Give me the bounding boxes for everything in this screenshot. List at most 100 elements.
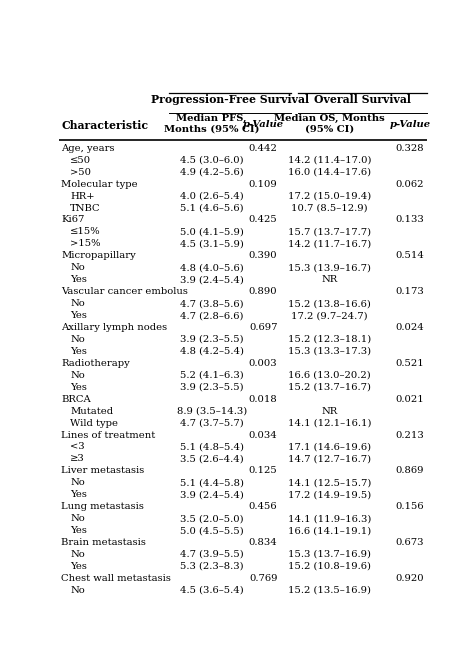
Text: ≥3: ≥3 xyxy=(70,454,85,464)
Text: 14.2 (11.4–17.0): 14.2 (11.4–17.0) xyxy=(288,155,371,165)
Text: 0.514: 0.514 xyxy=(396,251,425,261)
Text: 0.034: 0.034 xyxy=(249,431,277,440)
Text: Lines of treatment: Lines of treatment xyxy=(61,431,155,440)
Text: 5.3 (2.3–8.3): 5.3 (2.3–8.3) xyxy=(180,562,244,571)
Text: 17.2 (9.7–24.7): 17.2 (9.7–24.7) xyxy=(291,311,367,320)
Text: 0.456: 0.456 xyxy=(249,502,277,511)
Text: Characteristic: Characteristic xyxy=(61,121,148,131)
Text: No: No xyxy=(70,478,85,487)
Text: Age, years: Age, years xyxy=(61,144,115,153)
Text: 0.425: 0.425 xyxy=(249,216,277,224)
Text: 4.9 (4.2–5.6): 4.9 (4.2–5.6) xyxy=(180,168,244,177)
Text: <3: <3 xyxy=(70,442,85,452)
Text: 16.6 (14.1–19.1): 16.6 (14.1–19.1) xyxy=(288,526,371,535)
Text: Yes: Yes xyxy=(70,347,87,356)
Text: 14.2 (11.7–16.7): 14.2 (11.7–16.7) xyxy=(288,239,371,249)
Text: 17.1 (14.6–19.6): 17.1 (14.6–19.6) xyxy=(288,442,371,452)
Text: 3.9 (2.4–5.4): 3.9 (2.4–5.4) xyxy=(180,275,244,284)
Text: 0.869: 0.869 xyxy=(396,466,424,475)
Text: 17.2 (14.9–19.5): 17.2 (14.9–19.5) xyxy=(288,490,371,499)
Text: Radiotherapy: Radiotherapy xyxy=(61,359,130,368)
Text: >15%: >15% xyxy=(70,239,101,249)
Text: 4.7 (3.8–5.6): 4.7 (3.8–5.6) xyxy=(180,299,244,308)
Text: 4.7 (3.9–5.5): 4.7 (3.9–5.5) xyxy=(180,550,244,559)
Text: Brain metastasis: Brain metastasis xyxy=(61,538,146,547)
Text: 4.5 (3.0–6.0): 4.5 (3.0–6.0) xyxy=(180,155,244,165)
Text: Overall Survival: Overall Survival xyxy=(314,94,411,105)
Text: NR: NR xyxy=(321,275,337,284)
Text: Yes: Yes xyxy=(70,490,87,499)
Text: 4.5 (3.1–5.9): 4.5 (3.1–5.9) xyxy=(180,239,244,249)
Text: Chest wall metastasis: Chest wall metastasis xyxy=(61,574,171,583)
Text: 5.1 (4.6–5.6): 5.1 (4.6–5.6) xyxy=(180,204,244,212)
Text: HR+: HR+ xyxy=(70,192,95,200)
Text: 0.673: 0.673 xyxy=(396,538,424,547)
Text: 3.9 (2.3–5.5): 3.9 (2.3–5.5) xyxy=(180,383,244,392)
Text: 0.173: 0.173 xyxy=(396,287,424,296)
Text: Yes: Yes xyxy=(70,526,87,535)
Text: 16.6 (13.0–20.2): 16.6 (13.0–20.2) xyxy=(288,371,371,380)
Text: 0.328: 0.328 xyxy=(396,144,424,153)
Text: Wild type: Wild type xyxy=(70,419,118,427)
Text: 15.3 (13.9–16.7): 15.3 (13.9–16.7) xyxy=(288,263,371,272)
Text: 5.0 (4.5–5.5): 5.0 (4.5–5.5) xyxy=(180,526,244,535)
Text: Liver metastasis: Liver metastasis xyxy=(61,466,145,475)
Text: 3.5 (2.0–5.0): 3.5 (2.0–5.0) xyxy=(180,514,244,523)
Text: 0.024: 0.024 xyxy=(396,323,424,332)
Text: 3.9 (2.4–5.4): 3.9 (2.4–5.4) xyxy=(180,490,244,499)
Text: 0.390: 0.390 xyxy=(249,251,277,261)
Text: No: No xyxy=(70,263,85,272)
Text: 14.1 (12.5–15.7): 14.1 (12.5–15.7) xyxy=(288,478,371,487)
Text: 0.156: 0.156 xyxy=(396,502,424,511)
Text: 14.1 (12.1–16.1): 14.1 (12.1–16.1) xyxy=(288,419,371,427)
Text: 14.1 (11.9–16.3): 14.1 (11.9–16.3) xyxy=(288,514,371,523)
Text: 15.2 (13.5–16.9): 15.2 (13.5–16.9) xyxy=(288,586,371,595)
Text: Median PFS,
Months (95% CI): Median PFS, Months (95% CI) xyxy=(164,115,259,134)
Text: 15.2 (13.8–16.6): 15.2 (13.8–16.6) xyxy=(288,299,371,308)
Text: 0.125: 0.125 xyxy=(249,466,277,475)
Text: No: No xyxy=(70,299,85,308)
Text: 0.442: 0.442 xyxy=(249,144,278,153)
Text: 0.213: 0.213 xyxy=(396,431,424,440)
Text: 3.9 (2.3–5.5): 3.9 (2.3–5.5) xyxy=(180,335,244,344)
Text: 15.2 (12.3–18.1): 15.2 (12.3–18.1) xyxy=(288,335,371,344)
Text: 0.062: 0.062 xyxy=(396,180,424,189)
Text: 5.2 (4.1–6.3): 5.2 (4.1–6.3) xyxy=(180,371,244,380)
Text: 15.3 (13.7–16.9): 15.3 (13.7–16.9) xyxy=(288,550,371,559)
Text: TNBC: TNBC xyxy=(70,204,101,212)
Text: Ki67: Ki67 xyxy=(61,216,84,224)
Text: 5.0 (4.1–5.9): 5.0 (4.1–5.9) xyxy=(180,227,244,237)
Text: 4.0 (2.6–5.4): 4.0 (2.6–5.4) xyxy=(180,192,244,200)
Text: 5.1 (4.8–5.4): 5.1 (4.8–5.4) xyxy=(180,442,244,452)
Text: 0.697: 0.697 xyxy=(249,323,277,332)
Text: 4.8 (4.2–5.4): 4.8 (4.2–5.4) xyxy=(180,347,244,356)
Text: 10.7 (8.5–12.9): 10.7 (8.5–12.9) xyxy=(291,204,367,212)
Text: NR: NR xyxy=(321,407,337,415)
Text: No: No xyxy=(70,586,85,595)
Text: No: No xyxy=(70,514,85,523)
Text: No: No xyxy=(70,371,85,380)
Text: 16.0 (14.4–17.6): 16.0 (14.4–17.6) xyxy=(288,168,371,177)
Text: 15.2 (13.7–16.7): 15.2 (13.7–16.7) xyxy=(288,383,371,392)
Text: p-Value: p-Value xyxy=(390,120,431,129)
Text: Mutated: Mutated xyxy=(70,407,113,415)
Text: Yes: Yes xyxy=(70,275,87,284)
Text: 0.133: 0.133 xyxy=(396,216,424,224)
Text: 8.9 (3.5–14.3): 8.9 (3.5–14.3) xyxy=(177,407,247,415)
Text: No: No xyxy=(70,550,85,559)
Text: Lung metastasis: Lung metastasis xyxy=(61,502,144,511)
Text: Axillary lymph nodes: Axillary lymph nodes xyxy=(61,323,167,332)
Text: ≤50: ≤50 xyxy=(70,155,91,165)
Text: 0.021: 0.021 xyxy=(396,395,424,403)
Text: ≤15%: ≤15% xyxy=(70,227,101,237)
Text: Vascular cancer embolus: Vascular cancer embolus xyxy=(61,287,188,296)
Text: 4.7 (3.7–5.7): 4.7 (3.7–5.7) xyxy=(180,419,244,427)
Text: 14.7 (12.7–16.7): 14.7 (12.7–16.7) xyxy=(288,454,371,464)
Text: 15.3 (13.3–17.3): 15.3 (13.3–17.3) xyxy=(288,347,371,356)
Text: 0.769: 0.769 xyxy=(249,574,277,583)
Text: Median OS, Months
(95% CI): Median OS, Months (95% CI) xyxy=(274,115,384,134)
Text: Micropapillary: Micropapillary xyxy=(61,251,136,261)
Text: Molecular type: Molecular type xyxy=(61,180,138,189)
Text: 0.890: 0.890 xyxy=(249,287,277,296)
Text: 0.920: 0.920 xyxy=(396,574,424,583)
